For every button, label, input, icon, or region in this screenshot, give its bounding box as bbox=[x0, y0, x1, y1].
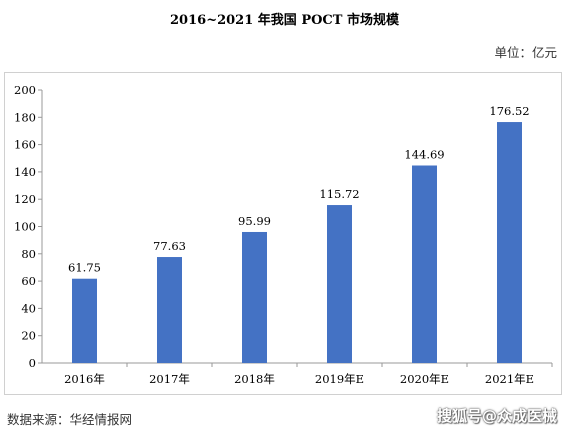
watermark: 搜狐号@众成医械 bbox=[436, 407, 557, 425]
y-tick-label: 60 bbox=[21, 274, 36, 288]
chart-title: 2016~2021 年我国 POCT 市场规模 bbox=[170, 13, 399, 28]
bar-value-label: 95.99 bbox=[238, 214, 271, 228]
y-tick-label: 40 bbox=[21, 301, 36, 315]
bar bbox=[412, 165, 437, 363]
bar bbox=[242, 231, 267, 363]
y-tick-label: 160 bbox=[14, 138, 36, 152]
bar-value-label: 144.69 bbox=[404, 147, 444, 161]
y-tick-label: 120 bbox=[14, 192, 36, 206]
data-source: 数据来源：华经情报网 bbox=[7, 412, 133, 427]
x-tick-label: 2017年 bbox=[149, 372, 190, 386]
bars bbox=[72, 122, 522, 363]
bar-value-label: 115.72 bbox=[319, 187, 359, 201]
x-tick-label: 2018年 bbox=[234, 372, 275, 386]
x-tick-label: 2019年E bbox=[315, 372, 364, 386]
y-tick-label: 100 bbox=[14, 220, 36, 234]
bar bbox=[497, 122, 522, 363]
x-tick-label: 2020年E bbox=[400, 372, 449, 386]
tick-labels: 0 20 40 60 80 100 120 140 160 180 200 2016年 2017年 201… bbox=[14, 83, 534, 386]
y-tick-label: 0 bbox=[29, 356, 36, 370]
bar bbox=[72, 278, 97, 363]
chart-frame bbox=[4, 72, 562, 395]
axes bbox=[38, 89, 553, 367]
unit-label: 单位：亿元 bbox=[494, 45, 557, 60]
y-tick-label: 20 bbox=[21, 329, 36, 343]
x-tick-label: 2021年E bbox=[485, 372, 534, 386]
y-tick-label: 200 bbox=[14, 83, 36, 97]
bar bbox=[327, 205, 352, 363]
bar-value-label: 61.75 bbox=[68, 261, 101, 275]
value-labels: 61.75 77.63 95.99 115.72 144.69 176.52 bbox=[68, 104, 530, 275]
x-tick-label: 2016年 bbox=[64, 372, 105, 386]
y-tick-label: 180 bbox=[14, 110, 36, 124]
bar-value-label: 176.52 bbox=[489, 104, 529, 118]
bar bbox=[157, 257, 182, 363]
bar-value-label: 77.63 bbox=[153, 239, 186, 253]
y-tick-label: 80 bbox=[21, 247, 36, 261]
y-tick-label: 140 bbox=[14, 165, 36, 179]
